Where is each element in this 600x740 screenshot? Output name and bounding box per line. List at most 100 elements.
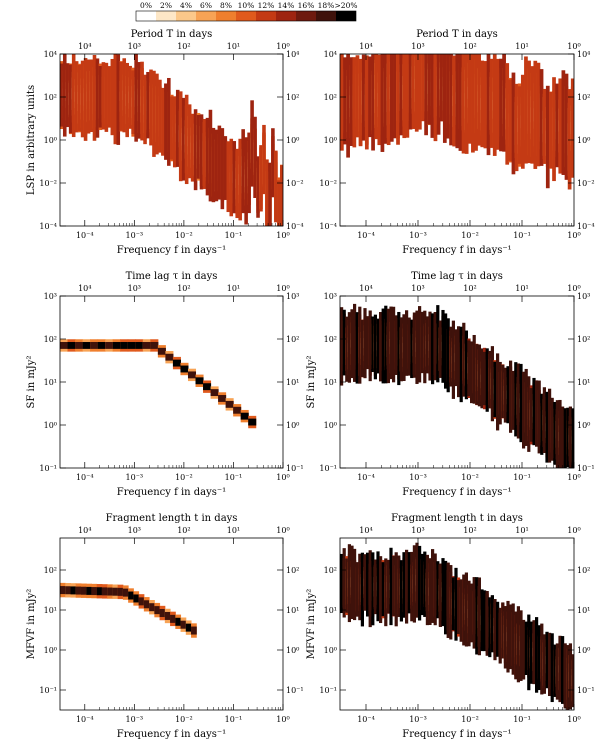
heatmap-cell [552, 77, 556, 182]
heatmap-cell [223, 136, 228, 200]
heatmap-cell [412, 312, 416, 378]
heatmap-cell [172, 359, 181, 367]
x-tick-label: 10⁻¹ [513, 715, 531, 724]
heatmap-cell [503, 606, 507, 669]
y-tick-label: 10⁻⁴ [39, 222, 57, 231]
top-tick-label: 10³ [411, 526, 424, 535]
heatmap-cell [486, 54, 491, 156]
heatmap-cell [545, 631, 549, 689]
heatmap-cell [449, 326, 453, 387]
heatmap-cell [340, 54, 344, 151]
heatmap-cell [561, 70, 566, 175]
heatmap-cell [363, 308, 367, 379]
heatmap-cell [424, 54, 428, 136]
x-tick-label: 10⁻⁴ [76, 715, 94, 724]
heatmap-cell [499, 58, 503, 152]
colorbar-label: 10% [238, 1, 255, 10]
y-tick-label-right: 10³ [577, 292, 590, 301]
heatmap-cell [205, 117, 210, 196]
y-tick-label: 10¹ [324, 606, 337, 615]
heatmap-cell [376, 318, 380, 374]
heatmap-cell [520, 74, 525, 169]
heatmap-cell [96, 587, 103, 596]
y-tick-label-right: 10⁻¹ [577, 686, 595, 695]
y-tick-label: 10¹ [44, 606, 57, 615]
x-tick-label: 10⁻³ [409, 715, 427, 724]
heatmap-cell [519, 363, 523, 443]
heatmap-cell [488, 350, 492, 409]
heatmap-cell [570, 78, 574, 178]
top-tick-label: 10⁴ [359, 42, 372, 51]
heatmap-cell [358, 58, 363, 147]
y-tick-label: 10⁰ [324, 136, 337, 145]
y-tick-label-right: 10⁴ [577, 50, 590, 59]
heatmap-cell [514, 362, 518, 437]
heatmap-cell [542, 88, 547, 164]
heatmap-cell [116, 54, 121, 145]
heatmap-cell [86, 586, 92, 595]
top-axis-title: Period T in days [416, 29, 498, 40]
heatmap-cell [67, 342, 76, 349]
heatmap-cell [508, 79, 513, 161]
heatmap-cell [405, 549, 409, 624]
top-tick-label: 10² [177, 284, 190, 293]
y-tick-label-right: 10⁻² [286, 179, 304, 188]
heatmap-cell [506, 366, 510, 424]
heatmap-cell [259, 145, 263, 212]
heatmap-cell [232, 141, 237, 214]
heatmap-cell [241, 129, 245, 214]
heatmap-cell [75, 342, 84, 349]
x-tick-label: 10⁻¹ [225, 715, 243, 724]
colorbar-label: 4% [180, 1, 192, 10]
heatmap-cell [161, 87, 165, 156]
x-tick-label: 10⁻¹ [513, 473, 531, 482]
y-tick-label-right: 10⁰ [286, 421, 299, 430]
heatmap-cell [568, 406, 572, 468]
y-tick-label-right: 10⁻¹ [577, 464, 595, 473]
x-tick-label: 10⁻² [175, 473, 193, 482]
top-tick-label: 10⁰ [567, 526, 580, 535]
heatmap-cell [418, 545, 422, 621]
panels: 10⁻⁴ 10⁻³ 10⁻² 10⁻¹ 10⁰ 10⁴ 10³ 10² 10¹ 10⁰ 10⁴ 10⁴… [26, 29, 595, 740]
heatmap-cell [439, 54, 444, 122]
heatmap-cell [502, 54, 506, 152]
x-tick-label: 10⁻⁴ [357, 473, 375, 482]
heatmap-cell [225, 400, 234, 408]
heatmap-cell [112, 587, 119, 596]
heatmap-cell [558, 78, 563, 174]
heatmap-cell [143, 74, 147, 145]
heatmap-cell [509, 604, 513, 670]
heatmap-cell [238, 138, 242, 221]
heatmap-cell [511, 370, 515, 430]
heatmap-cell [167, 77, 171, 166]
heatmap-cell [98, 66, 103, 128]
top-tick-label: 10⁴ [78, 284, 91, 293]
heatmap-cell [485, 591, 489, 656]
heatmap-cell [568, 643, 572, 710]
y-tick-label-right: 10⁻² [577, 179, 595, 188]
heatmap-cell [381, 562, 385, 617]
heatmap-cell [407, 552, 411, 614]
heatmap-cell [92, 54, 97, 141]
heatmap-cell [428, 558, 432, 625]
heatmap-cell [101, 587, 108, 596]
heatmap-cell [471, 54, 475, 153]
heatmap-cell [548, 388, 552, 463]
x-tick-label: 10⁻³ [126, 473, 144, 482]
heatmap-cell [522, 371, 526, 449]
heatmap-cell [383, 54, 388, 144]
x-tick-label: 10⁻⁴ [357, 715, 375, 724]
heatmap-cell [101, 62, 106, 130]
heatmap-cell [366, 316, 370, 370]
y-tick-label: 10⁻¹ [39, 464, 57, 473]
heatmap-cell [519, 610, 523, 681]
heatmap-cell [563, 408, 567, 468]
x-axis-title: Frequency f in days⁻¹ [117, 245, 226, 256]
y-tick-label: 10³ [44, 292, 57, 301]
heatmap-cell [415, 542, 419, 618]
y-tick-label-right: 10⁻⁴ [577, 222, 595, 231]
y-tick-label: 10⁰ [44, 421, 57, 430]
x-axis-title: Frequency f in days⁻¹ [402, 487, 511, 498]
heatmap-cell [397, 555, 401, 617]
heatmap-cells [340, 54, 574, 190]
